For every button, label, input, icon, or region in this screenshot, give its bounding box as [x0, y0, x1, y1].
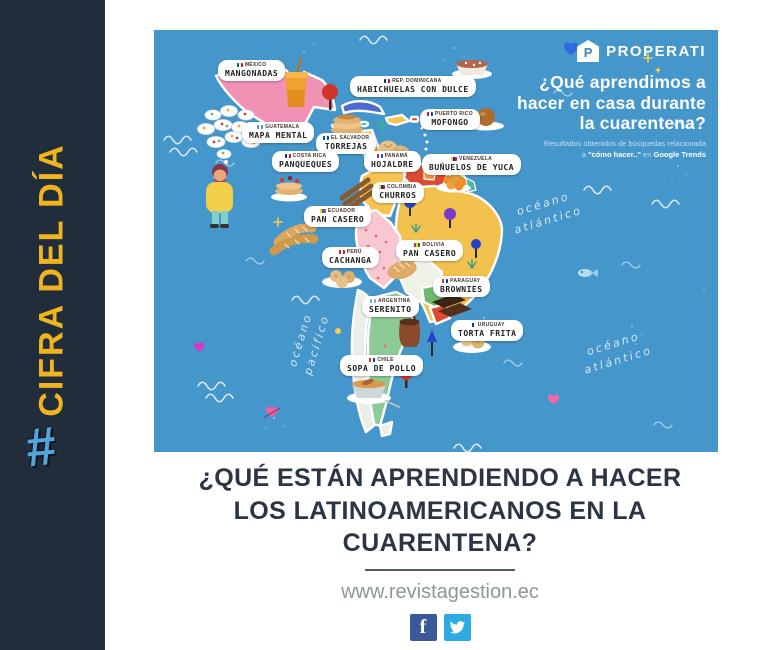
- food-label-colombia: COLOMBIA CHURROS: [372, 182, 424, 203]
- country-flag-icon: [370, 299, 377, 303]
- trees: [322, 84, 481, 388]
- food-name: PAN CASERO: [403, 249, 457, 258]
- food-label-chile: CHILE SOPA DE POLLO: [340, 355, 424, 376]
- hashtag-icon: #: [22, 415, 60, 479]
- food-name: HOJALDRE: [371, 160, 414, 169]
- food-label-guatemala: GUATEMALA MAPA MENTAL: [242, 122, 315, 143]
- country-flag-icon: [284, 154, 291, 158]
- food-name: TORTA FRITA: [458, 329, 517, 338]
- country-name: COSTA RICA: [279, 153, 332, 159]
- cachanga-plate: [322, 270, 362, 288]
- country-flag-icon: [427, 112, 433, 116]
- map-title: ¿Qué aprendimos a hacer en casa durante …: [516, 72, 706, 134]
- food-name: TORREJAS: [324, 142, 368, 151]
- food-label-puerto-rico: PUERTO RICO MOFONGO: [420, 109, 480, 130]
- properati-house-icon: P: [577, 40, 600, 62]
- country-name: PERÚ: [329, 249, 372, 255]
- twitter-bird-icon: [449, 620, 465, 633]
- sidebar-title: CIFRA DEL DÍA: [32, 143, 71, 417]
- country-flag-icon: [338, 250, 345, 254]
- food-label-per-: PERÚ CACHANGA: [322, 247, 379, 268]
- country-name: PARAGUAY: [440, 278, 483, 284]
- country-name: ARGENTINA: [369, 298, 412, 304]
- country-name: GUATEMALA: [249, 124, 307, 130]
- bread-loaf: [387, 260, 417, 280]
- food-name: CHURROS: [379, 191, 417, 200]
- food-label-costa-rica: COSTA RICA PANQUEQUES: [272, 151, 340, 172]
- churros: [339, 177, 376, 210]
- food-label-m-xico: MÉXICO MANGONADAS: [218, 60, 286, 81]
- country-flag-icon: [384, 79, 391, 83]
- country-flag-icon: [379, 185, 385, 189]
- food-name: BUÑUELOS DE YUCA: [429, 163, 515, 172]
- country-name: COLOMBIA: [379, 184, 417, 190]
- social-icons: f: [105, 613, 775, 641]
- country-name: REP. DOMINICANA: [357, 78, 469, 84]
- country-name: MÉXICO: [225, 62, 278, 68]
- food-name: PAN CASERO: [311, 215, 365, 224]
- food-name: BROWNIES: [440, 285, 483, 294]
- country-flag-icon: [369, 358, 376, 362]
- country-flag-icon: [323, 136, 329, 140]
- country-name: VENEZUELA: [429, 156, 514, 162]
- country-name: CHILE: [347, 357, 416, 363]
- food-name: HABICHUELAS CON DULCE: [357, 85, 469, 94]
- country-name: EL SALVADOR: [323, 135, 369, 141]
- infographic-map: P PROPERATI ¿Qué aprendimos a hacer en c…: [154, 30, 718, 452]
- country-flag-icon: [469, 323, 476, 327]
- food-label-panam-: PANAMÁ HOJALDRE: [364, 151, 421, 172]
- twitter-icon[interactable]: [443, 613, 471, 641]
- divider: [365, 568, 515, 571]
- food-name: MOFONGO: [431, 118, 469, 127]
- panqueques-plate: [271, 175, 307, 202]
- food-name: MANGONADAS: [225, 69, 279, 78]
- food-name: MAPA MENTAL: [249, 131, 308, 140]
- fish-icon: [578, 269, 598, 277]
- website-url: www.revistagestion.ec: [341, 580, 539, 603]
- country-flag-icon: [376, 154, 383, 158]
- properati-logo: P PROPERATI: [577, 40, 706, 62]
- country-flag-icon: [319, 209, 326, 213]
- facebook-icon[interactable]: f: [409, 613, 437, 641]
- country-name: URUGUAY: [458, 322, 516, 328]
- country-name: BOLIVIA: [403, 242, 456, 248]
- country-name: PANAMÁ: [371, 153, 414, 159]
- food-label-paraguay: PARAGUAY BROWNIES: [433, 276, 490, 297]
- country-flag-icon: [414, 243, 421, 247]
- food-label-rep-dominicana: REP. DOMINICANA HABICHUELAS CON DULCE: [350, 76, 476, 97]
- food-label-ecuador: ECUADOR PAN CASERO: [304, 206, 372, 227]
- food-label-argentina: ARGENTINA SERENITO: [362, 296, 419, 317]
- headline: ¿QUÉ ESTÁN APRENDIENDO A HACER LOS LATIN…: [198, 464, 682, 557]
- food-label-el-salvador: EL SALVADOR TORREJAS: [316, 133, 377, 154]
- country-name: PUERTO RICO: [427, 111, 473, 117]
- baguettes: [269, 223, 319, 256]
- food-label-uruguay: URUGUAY TORTA FRITA: [451, 320, 524, 341]
- food-name: CACHANGA: [329, 256, 372, 265]
- map-subtitle: Resultados obtenidos de búsquedas relaci…: [543, 139, 706, 160]
- sidebar: CIFRA DEL DÍA #: [0, 0, 105, 650]
- footer: ¿QUÉ ESTÁN APRENDIENDO A HACER LOS LATIN…: [105, 462, 775, 641]
- properati-name: PROPERATI: [606, 42, 706, 60]
- country-flag-icon: [451, 157, 458, 161]
- country-flag-icon: [442, 279, 449, 283]
- food-name: SOPA DE POLLO: [347, 364, 417, 373]
- food-label-venezuela: VENEZUELA BUÑUELOS DE YUCA: [422, 154, 522, 175]
- food-label-bolivia: BOLIVIA PAN CASERO: [396, 240, 464, 261]
- mangonada-cup: [284, 57, 308, 107]
- country-food-labels: MÉXICO MANGONADAS REP. DOMINICANA HABICHUEL…: [154, 30, 718, 452]
- country-flag-icon: [236, 63, 243, 67]
- soup-bowl: [347, 363, 400, 408]
- country-name: ECUADOR: [311, 208, 364, 214]
- country-flag-icon: [257, 125, 264, 129]
- food-name: PANQUEQUES: [279, 160, 333, 169]
- ocean-decoration: [163, 35, 705, 452]
- food-name: SERENITO: [369, 305, 412, 314]
